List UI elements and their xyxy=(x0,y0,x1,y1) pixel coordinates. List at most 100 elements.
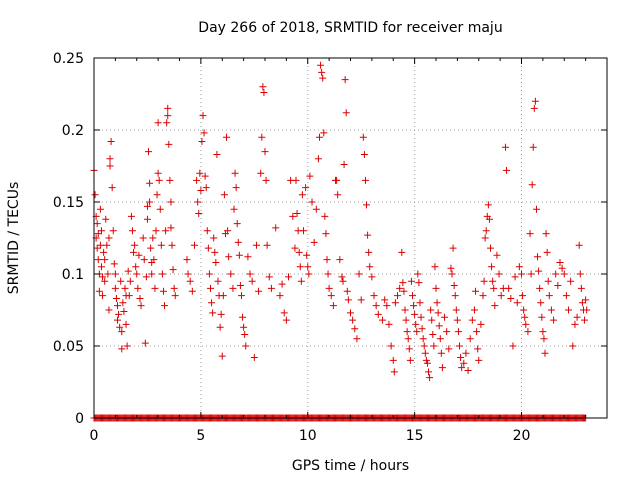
data-point xyxy=(196,169,204,177)
data-point xyxy=(135,251,143,259)
data-point xyxy=(235,251,243,259)
data-point xyxy=(168,241,176,249)
data-point xyxy=(451,292,459,300)
data-point xyxy=(241,330,249,338)
data-point xyxy=(573,313,581,321)
data-point xyxy=(306,172,314,180)
data-point xyxy=(282,316,290,324)
data-point xyxy=(353,335,361,343)
data-point xyxy=(223,133,231,141)
data-point xyxy=(97,227,105,235)
data-point xyxy=(123,342,131,350)
data-point xyxy=(411,310,419,318)
data-point xyxy=(186,277,194,285)
data-point xyxy=(415,279,423,287)
data-point xyxy=(219,292,227,300)
data-point xyxy=(141,339,149,347)
data-point xyxy=(200,129,208,137)
data-point xyxy=(109,227,117,235)
data-point xyxy=(518,270,525,278)
data-point xyxy=(501,143,509,151)
data-point xyxy=(507,294,515,302)
data-point xyxy=(391,299,399,307)
data-point xyxy=(262,176,270,184)
data-point xyxy=(128,227,136,235)
data-point xyxy=(387,342,395,350)
data-point xyxy=(105,306,113,314)
data-point xyxy=(334,191,342,199)
data-point xyxy=(410,302,418,310)
data-point xyxy=(255,287,263,295)
data-point xyxy=(405,345,413,353)
data-point xyxy=(94,256,102,264)
data-point xyxy=(425,368,433,376)
data-point xyxy=(278,280,286,288)
data-point xyxy=(106,155,114,163)
data-point xyxy=(513,299,521,307)
data-point xyxy=(233,220,241,228)
data-point xyxy=(147,244,155,252)
data-point xyxy=(107,138,115,146)
data-point xyxy=(261,148,269,156)
data-point xyxy=(484,201,492,209)
data-point xyxy=(153,191,161,199)
data-point xyxy=(93,244,101,252)
data-point xyxy=(272,224,280,232)
data-point xyxy=(99,273,107,281)
data-point xyxy=(436,335,444,343)
data-point xyxy=(299,227,307,235)
data-points xyxy=(90,61,591,422)
data-point xyxy=(522,320,530,328)
data-point xyxy=(431,263,439,271)
data-point xyxy=(308,198,316,206)
data-point xyxy=(171,292,179,300)
y-tick-label: 0.05 xyxy=(53,339,84,355)
data-point xyxy=(365,248,373,256)
data-point xyxy=(240,323,248,331)
data-point xyxy=(560,270,568,278)
data-point xyxy=(521,313,529,321)
data-point xyxy=(379,316,387,324)
data-point xyxy=(527,270,535,278)
data-point xyxy=(210,234,218,242)
data-point xyxy=(460,359,468,367)
data-point xyxy=(130,248,138,256)
data-point xyxy=(302,184,310,192)
data-point xyxy=(97,263,105,271)
chart-title: Day 266 of 2018, SRMTID for receiver maj… xyxy=(198,20,502,36)
data-point xyxy=(447,264,455,272)
data-point xyxy=(569,342,577,350)
data-point xyxy=(417,313,425,321)
data-point xyxy=(420,342,428,350)
data-point xyxy=(234,238,242,246)
data-point xyxy=(433,299,441,307)
data-point xyxy=(289,212,297,220)
data-point xyxy=(489,277,497,285)
x-tick-label: 10 xyxy=(299,428,317,444)
data-point xyxy=(355,270,363,278)
data-point xyxy=(237,292,245,300)
data-point xyxy=(242,342,250,350)
data-point xyxy=(206,284,214,292)
data-point xyxy=(114,302,122,310)
data-point xyxy=(296,263,304,271)
data-point xyxy=(528,181,536,189)
data-point xyxy=(542,230,550,238)
data-point xyxy=(520,306,528,314)
data-point xyxy=(537,299,545,307)
data-point xyxy=(396,284,404,292)
data-point xyxy=(429,330,437,338)
y-tick-label: 0.25 xyxy=(53,51,84,67)
data-point xyxy=(544,277,552,285)
data-point xyxy=(124,267,132,275)
data-point xyxy=(545,292,553,300)
data-point xyxy=(383,302,391,310)
data-point xyxy=(164,104,172,112)
data-point xyxy=(488,263,496,271)
data-point xyxy=(434,309,442,317)
data-point xyxy=(423,359,431,367)
data-point xyxy=(490,284,498,292)
data-point xyxy=(529,143,537,151)
data-point xyxy=(111,270,119,278)
data-point xyxy=(303,251,311,259)
